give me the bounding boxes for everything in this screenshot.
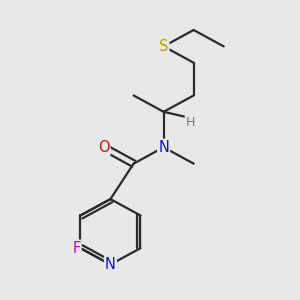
Text: F: F bbox=[72, 241, 80, 256]
Text: H: H bbox=[186, 116, 195, 129]
Text: S: S bbox=[159, 39, 168, 54]
Text: O: O bbox=[98, 140, 109, 155]
Text: N: N bbox=[158, 140, 169, 155]
Text: N: N bbox=[105, 257, 116, 272]
